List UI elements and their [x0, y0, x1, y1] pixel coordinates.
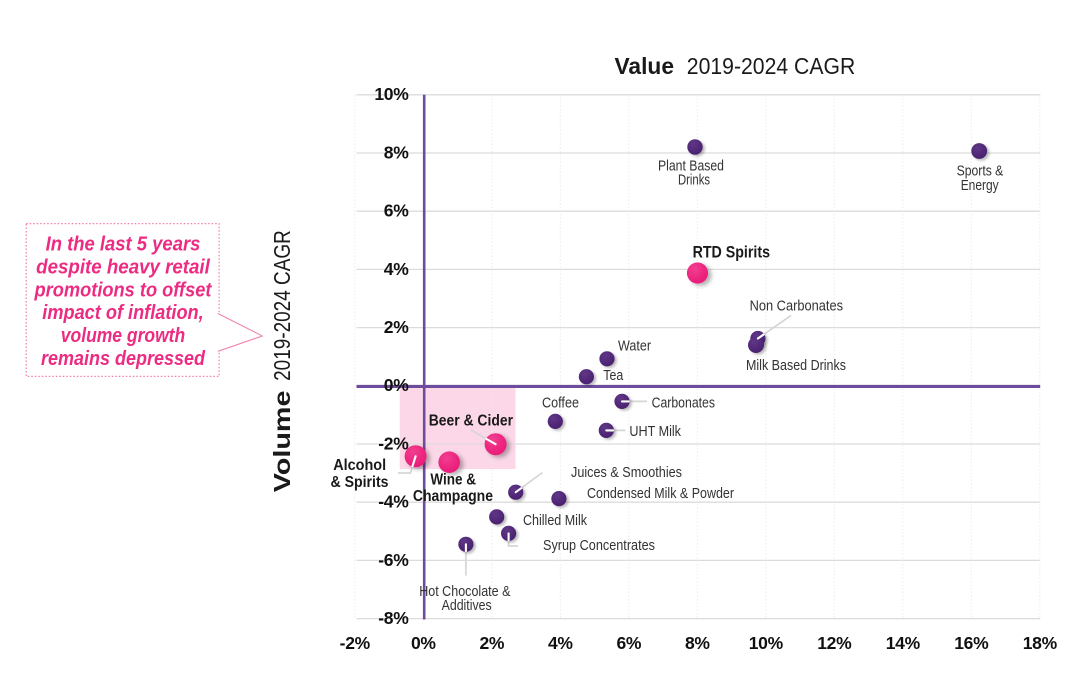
- svg-text:UHT Milk: UHT Milk: [629, 424, 681, 440]
- svg-text:promotions to offset: promotions to offset: [34, 279, 213, 301]
- svg-text:Carbonates: Carbonates: [652, 395, 715, 411]
- svg-text:4%: 4%: [548, 633, 573, 653]
- svg-text:despite heavy retail: despite heavy retail: [36, 256, 210, 278]
- svg-text:Milk Based Drinks: Milk Based Drinks: [746, 358, 846, 374]
- svg-text:2%: 2%: [479, 633, 504, 653]
- svg-text:Condensed Milk & Powder: Condensed Milk & Powder: [587, 486, 734, 502]
- svg-text:Juices & Smoothies: Juices & Smoothies: [571, 465, 682, 481]
- svg-text:6%: 6%: [384, 201, 409, 221]
- svg-text:-8%: -8%: [378, 608, 409, 628]
- svg-text:Alcohol: Alcohol: [333, 457, 386, 474]
- svg-text:Wine &: Wine &: [430, 472, 476, 489]
- svg-text:8%: 8%: [685, 633, 710, 653]
- svg-text:4%: 4%: [384, 259, 409, 279]
- svg-text:Additives: Additives: [442, 598, 492, 614]
- svg-text:In the last 5 years: In the last 5 years: [46, 234, 201, 256]
- svg-text:Volume2019-2024 CAGR: Volume2019-2024 CAGR: [269, 230, 295, 492]
- svg-text:12%: 12%: [817, 633, 852, 653]
- svg-text:-2%: -2%: [378, 433, 409, 453]
- svg-text:Tea: Tea: [603, 368, 624, 384]
- svg-text:8%: 8%: [384, 142, 409, 162]
- svg-text:Champagne: Champagne: [413, 488, 493, 505]
- svg-text:18%: 18%: [1023, 633, 1058, 653]
- svg-text:RTD Spirits: RTD Spirits: [693, 244, 770, 262]
- svg-text:6%: 6%: [616, 633, 641, 653]
- svg-text:Syrup Concentrates: Syrup Concentrates: [543, 538, 655, 554]
- svg-text:0%: 0%: [411, 633, 436, 653]
- svg-text:0%: 0%: [384, 375, 409, 395]
- svg-text:-4%: -4%: [378, 492, 409, 512]
- svg-text:& Spirits: & Spirits: [331, 474, 389, 491]
- svg-text:volume growth: volume growth: [61, 325, 185, 347]
- svg-text:-2%: -2%: [340, 633, 371, 653]
- svg-text:2%: 2%: [384, 317, 409, 337]
- svg-text:Hot Chocolate &: Hot Chocolate &: [419, 584, 511, 600]
- svg-text:Coffee: Coffee: [542, 395, 579, 411]
- svg-text:-6%: -6%: [378, 550, 409, 570]
- svg-text:impact of inflation,: impact of inflation,: [42, 302, 203, 324]
- svg-text:remains depressed: remains depressed: [41, 348, 205, 370]
- svg-text:Sports &: Sports &: [957, 164, 1004, 180]
- svg-text:Water: Water: [618, 338, 651, 354]
- svg-text:Beer & Cider: Beer & Cider: [429, 413, 513, 430]
- svg-text:Chilled Milk: Chilled Milk: [523, 513, 588, 529]
- svg-text:Plant Based: Plant Based: [658, 159, 724, 175]
- svg-text:10%: 10%: [374, 84, 409, 104]
- svg-text:Non Carbonates: Non Carbonates: [750, 298, 843, 314]
- svg-text:16%: 16%: [954, 633, 989, 653]
- svg-text:14%: 14%: [886, 633, 921, 653]
- svg-text:Drinks: Drinks: [678, 173, 710, 189]
- svg-text:10%: 10%: [749, 633, 784, 653]
- svg-text:Energy: Energy: [961, 178, 1000, 194]
